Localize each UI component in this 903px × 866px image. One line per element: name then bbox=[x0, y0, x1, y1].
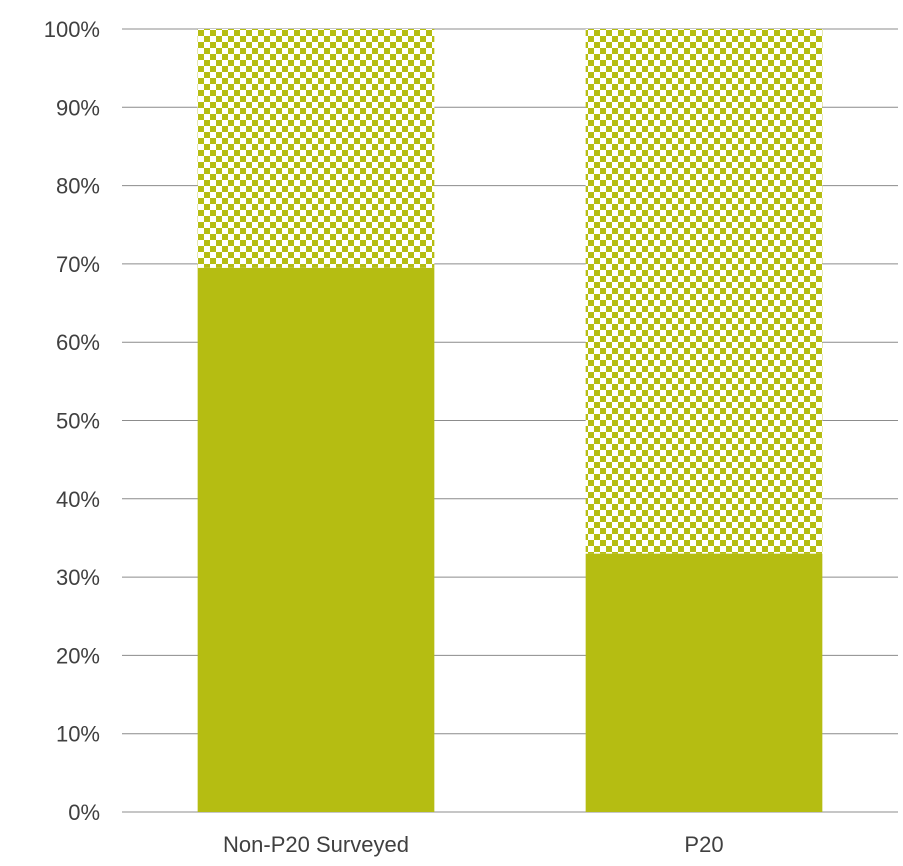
y-tick-label: 0% bbox=[68, 800, 100, 825]
y-tick-label: 20% bbox=[56, 643, 100, 668]
bar-checkered-0 bbox=[197, 29, 435, 268]
y-tick-label: 50% bbox=[56, 409, 100, 434]
y-tick-label: 60% bbox=[56, 330, 100, 355]
bar-solid-0 bbox=[197, 267, 435, 812]
x-category-label: Non-P20 Surveyed bbox=[223, 832, 409, 857]
x-category-label: P20 bbox=[684, 832, 723, 857]
x-axis-categories: Non-P20 Surveyed P20 bbox=[223, 832, 724, 857]
y-tick-label: 10% bbox=[56, 722, 100, 747]
y-tick-label: 100% bbox=[44, 17, 100, 42]
y-tick-label: 40% bbox=[56, 487, 100, 512]
bar-checkered-1 bbox=[585, 29, 823, 554]
y-tick-label: 90% bbox=[56, 95, 100, 120]
bar-solid-1 bbox=[585, 553, 823, 812]
y-tick-label: 30% bbox=[56, 565, 100, 590]
y-tick-label: 70% bbox=[56, 252, 100, 277]
bars bbox=[197, 29, 823, 812]
y-tick-label: 80% bbox=[56, 174, 100, 199]
y-axis-ticks: 0% 10% 20% 30% 40% 50% 60% 70% 80% 90% 100% bbox=[44, 17, 100, 825]
